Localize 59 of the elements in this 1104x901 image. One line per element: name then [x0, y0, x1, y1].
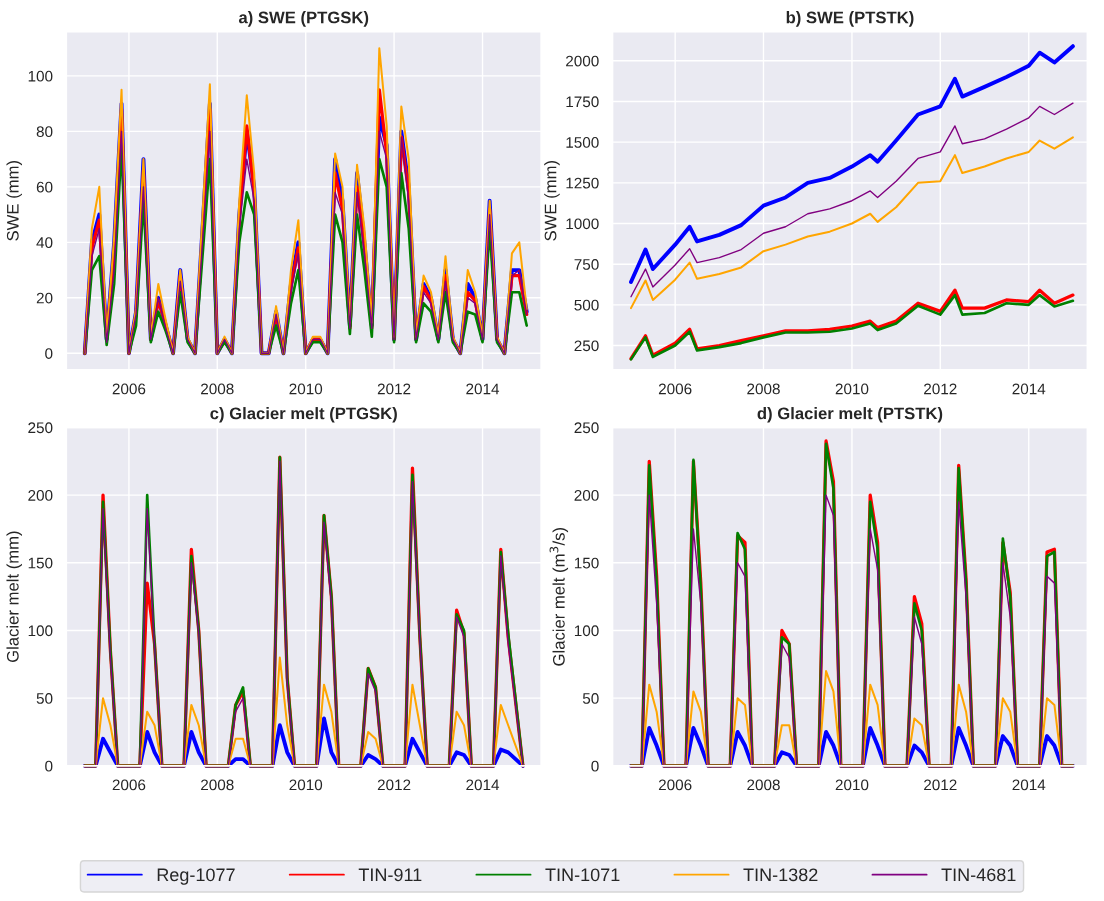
legend-label: TIN-1071 [545, 868, 620, 882]
y-tick-label: 100 [28, 625, 53, 637]
x-tick-label: 2012 [377, 779, 411, 791]
y-tick-label: 250 [28, 422, 53, 434]
y-tick-label: 100 [28, 70, 53, 82]
x-tick-label: 2008 [201, 383, 234, 395]
chart-title: a) SWE (PTGSK) [238, 11, 369, 27]
x-tick-label: 2008 [201, 779, 234, 791]
y-tick-label: 1500 [566, 137, 599, 148]
x-tick-label: 2006 [658, 779, 692, 791]
y-axis-title: Glacier melt (mm) [6, 531, 22, 663]
x-tick-label: 2008 [747, 383, 780, 395]
y-tick-label: 0 [45, 760, 53, 772]
x-tick-label: 2014 [466, 383, 500, 395]
x-tick-label: 2010 [835, 383, 869, 395]
y-tick-label: 80 [36, 126, 53, 138]
y-tick-label: 50 [36, 693, 53, 704]
x-tick-label: 2010 [289, 779, 323, 791]
y-axis-title: SWE (mm) [6, 161, 22, 241]
y-tick-label: 150 [574, 557, 599, 569]
y-axis-title: SWE (mm) [544, 161, 560, 241]
y-tick-label: 0 [45, 348, 53, 359]
x-tick-label: 2014 [1012, 383, 1046, 395]
y-tick-label: 200 [28, 490, 53, 501]
y-tick-label: 1750 [566, 96, 599, 108]
y-axis-title: Glacier melt (m$^{3}$/s) [549, 528, 569, 666]
y-tick-label: 2000 [566, 55, 599, 67]
y-tick-label: 500 [574, 299, 599, 311]
chart-title: d) Glacier melt (PTSTK) [757, 407, 943, 423]
x-tick-label: 2014 [1012, 779, 1046, 791]
y-tick-label: 50 [582, 693, 599, 704]
x-tick-label: 2008 [747, 779, 780, 791]
y-tick-label: 1000 [566, 218, 599, 230]
y-tick-label: 20 [36, 292, 53, 304]
y-tick-label: 250 [574, 340, 599, 352]
legend-label: TIN-4681 [941, 868, 1016, 882]
y-tick-label: 1250 [566, 177, 599, 189]
x-tick-label: 2006 [658, 383, 692, 395]
x-tick-label: 2006 [112, 383, 146, 395]
y-tick-label: 150 [28, 557, 53, 569]
x-tick-label: 2012 [924, 779, 957, 791]
y-tick-label: 60 [36, 181, 53, 193]
x-tick-label: 2010 [835, 779, 869, 791]
y-tick-label: 750 [574, 259, 599, 270]
y-tick-label: 0 [591, 760, 599, 772]
legend-label: TIN-911 [358, 868, 422, 882]
x-tick-label: 2006 [112, 779, 146, 791]
y-tick-label: 40 [36, 237, 53, 249]
x-tick-label: 2012 [924, 383, 957, 395]
y-tick-label: 200 [574, 490, 599, 501]
y-tick-label: 250 [574, 422, 599, 434]
legend-label: Reg-1077 [157, 868, 235, 885]
legend-label: TIN-1382 [743, 868, 818, 882]
y-tick-label: 100 [574, 625, 599, 637]
x-tick-label: 2014 [466, 779, 500, 791]
x-tick-label: 2010 [289, 383, 323, 395]
x-tick-label: 2012 [377, 383, 411, 395]
chart-title: c) Glacier melt (PTGSK) [210, 407, 397, 423]
chart-title: b) SWE (PTSTK) [786, 11, 914, 27]
